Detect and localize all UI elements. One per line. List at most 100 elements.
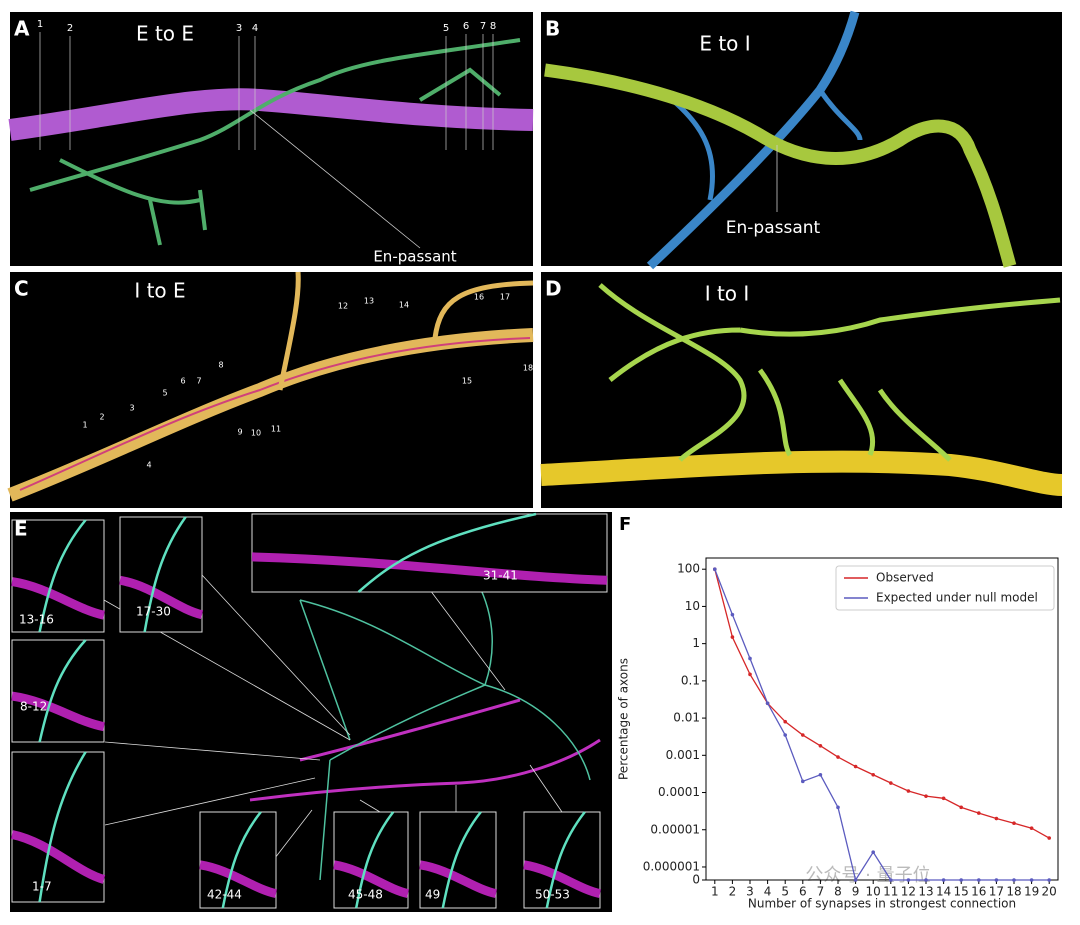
point — [783, 719, 787, 724]
axon-blue — [646, 10, 860, 270]
x-tick-label: 2 — [729, 885, 737, 899]
inset-cyan — [221, 811, 262, 909]
annotation: En-passant — [373, 248, 456, 266]
pointers — [103, 574, 563, 859]
point — [924, 794, 928, 798]
point — [959, 878, 963, 882]
dendrite-yellow — [540, 450, 1063, 496]
series-line — [714, 568, 1050, 882]
synapse-number: 8 — [218, 361, 223, 370]
x-tick-label: 6 — [799, 885, 807, 899]
synapse-number: 8 — [490, 21, 496, 32]
panel-label: E — [14, 517, 28, 541]
point — [871, 772, 875, 777]
x-tick-label: 12 — [901, 885, 916, 899]
inset-cyan — [441, 811, 482, 909]
neuron-cyan — [299, 569, 591, 881]
point — [853, 878, 858, 882]
synapse-number: 7 — [196, 377, 201, 386]
point — [1029, 826, 1034, 831]
y-tick-label: 0 — [692, 873, 700, 887]
x-tick-label: 11 — [883, 885, 898, 899]
inset-label: 45-48 — [348, 888, 383, 902]
panel-b-bg — [541, 12, 1062, 266]
inset-cyan — [38, 751, 87, 903]
inset-magenta — [419, 860, 498, 899]
point — [906, 789, 911, 793]
point — [1012, 878, 1016, 882]
inset-magenta — [11, 577, 106, 620]
synapse-number: 4 — [252, 23, 258, 34]
y-tick-label: 0.00001 — [650, 822, 700, 836]
inset-frame — [11, 751, 105, 903]
x-tick-label: 3 — [746, 885, 754, 899]
synapse-number: 3 — [129, 404, 134, 413]
x-tick-label: 15 — [954, 885, 969, 899]
x-tick-label: 10 — [866, 885, 881, 899]
inset-label: 49 — [425, 888, 440, 902]
synapse-number: 11 — [271, 425, 281, 434]
legend-box — [835, 565, 1055, 611]
panel-label: D — [545, 277, 562, 301]
point — [889, 781, 893, 785]
synapse-number: 1 — [37, 19, 43, 30]
point — [730, 612, 735, 617]
panel-title: I to I — [705, 282, 750, 306]
point — [713, 567, 717, 572]
axon-red — [19, 337, 531, 491]
inset-cyan — [38, 639, 87, 743]
x-tick-label: 9 — [852, 885, 860, 899]
synapse-number: 17 — [500, 293, 510, 302]
y-tick-label: 0.001 — [666, 748, 700, 762]
y-tick-label: 0.0001 — [658, 785, 700, 799]
synapse-number: 16 — [474, 293, 484, 302]
x-tick-label: 13 — [918, 885, 933, 899]
annotation: En-passant — [726, 218, 821, 238]
dendrite — [8, 88, 534, 141]
plot-frame — [705, 557, 1059, 881]
point — [871, 850, 875, 854]
y-tick-label: 0.000001 — [643, 859, 700, 873]
pointer — [249, 109, 421, 249]
inset-label: 1-7 — [32, 880, 52, 894]
panel-label: F — [619, 514, 631, 535]
point — [889, 878, 893, 882]
dendrite-green — [544, 63, 1017, 268]
inset-cyan — [143, 516, 187, 633]
inset-label: 8-12 — [20, 700, 47, 714]
inset-cyan — [545, 811, 586, 909]
inset-cyan — [357, 512, 537, 593]
inset-magenta — [119, 575, 204, 620]
synapse-number: 2 — [67, 23, 73, 34]
inset-magenta — [251, 552, 608, 585]
x-tick-label: 1 — [711, 885, 719, 899]
watermark: 公众号 · 量子位 — [805, 865, 930, 886]
synapse-number: 10 — [251, 429, 261, 438]
point — [1047, 878, 1051, 882]
inset-label: 50-53 — [535, 888, 570, 902]
point — [994, 878, 999, 882]
point — [765, 701, 770, 706]
panel-title: I to E — [134, 279, 185, 303]
inset-label: 31-41 — [483, 569, 518, 583]
y-tick-label: 100 — [677, 562, 700, 576]
synapse-number: 6 — [180, 377, 185, 386]
x-tick-label: 7 — [817, 885, 825, 899]
inset-cyan — [38, 519, 87, 633]
point — [836, 805, 840, 810]
inset-label: 13-16 — [19, 613, 54, 627]
inset-magenta — [10, 830, 106, 884]
point — [748, 656, 752, 661]
synapse-number: 9 — [237, 428, 242, 437]
point — [977, 878, 981, 882]
neuron-magenta — [249, 698, 601, 802]
point — [941, 796, 946, 801]
y-tick-label: 1 — [692, 636, 700, 650]
synapse-number: 3 — [236, 23, 242, 34]
synapse-number: 4 — [146, 461, 151, 470]
dendrite-branch — [277, 271, 534, 391]
panel-label: C — [14, 277, 29, 301]
synapse-number: 7 — [480, 21, 486, 32]
point — [730, 635, 735, 639]
synapse-number: 5 — [443, 23, 449, 34]
